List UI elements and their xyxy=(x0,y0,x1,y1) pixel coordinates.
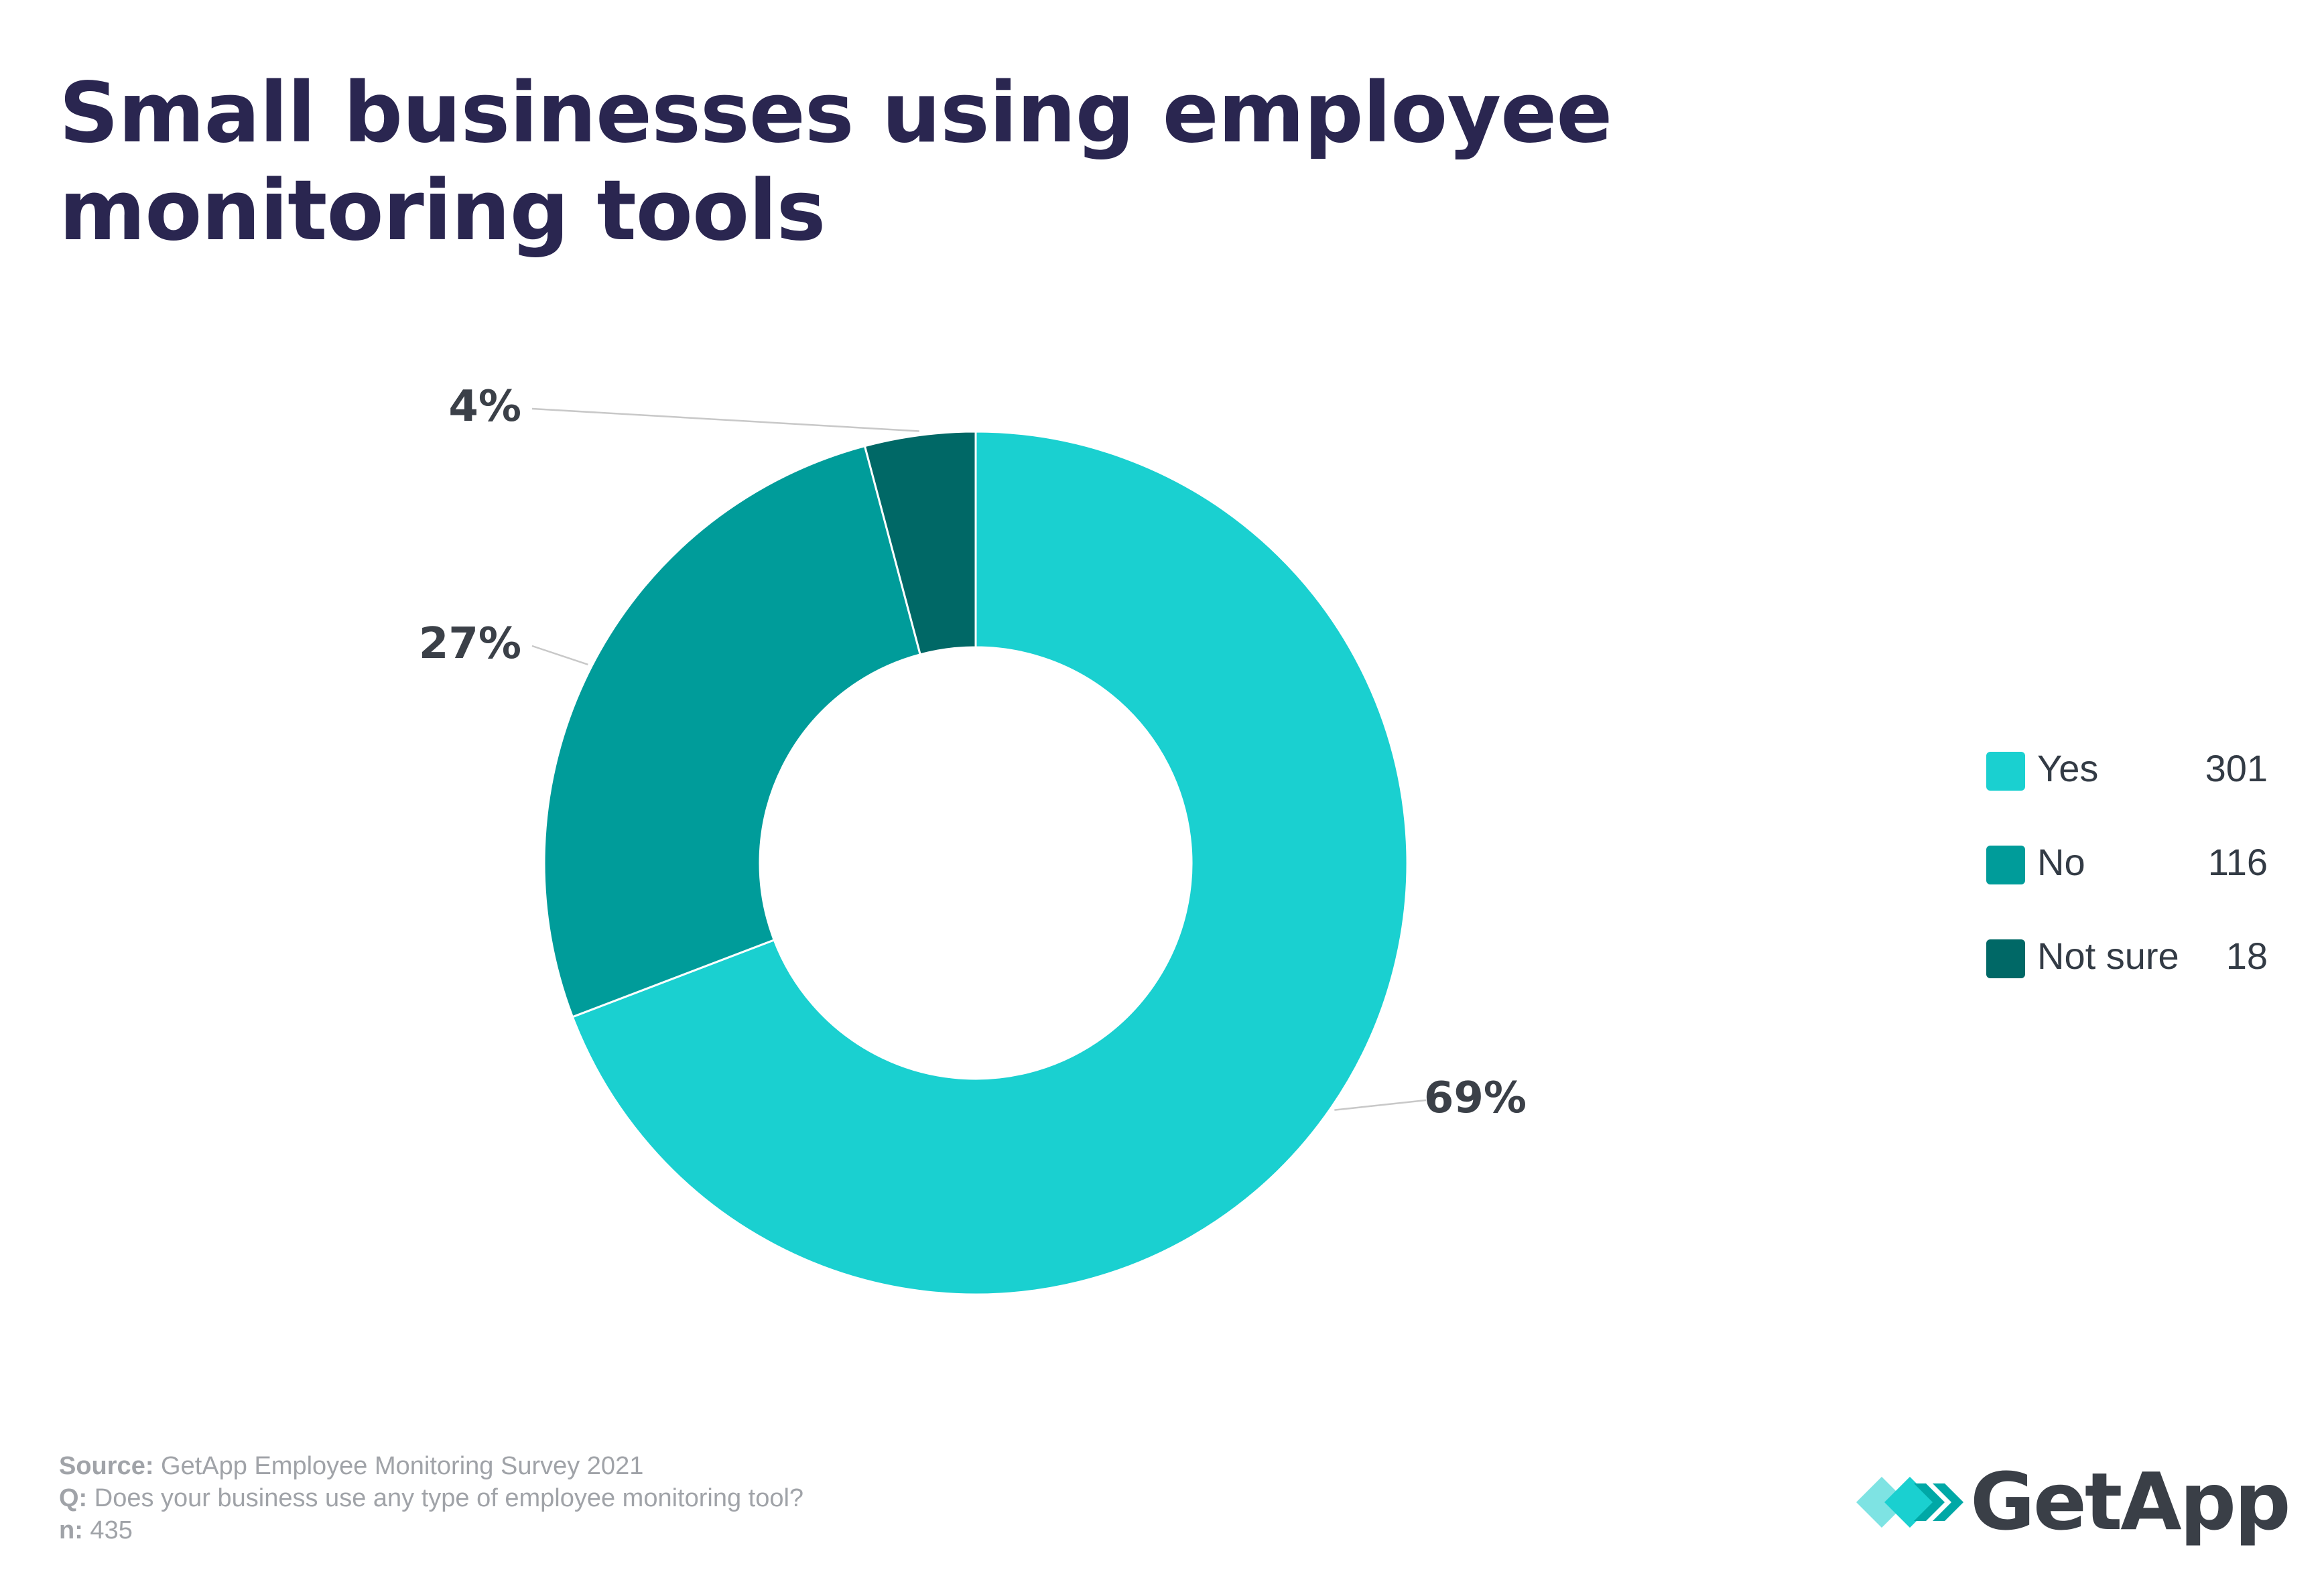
footer-sample-size: n: 435 xyxy=(59,1514,803,1546)
legend-label-not-sure: Not sure xyxy=(2037,935,2179,977)
chart-title-line-2: monitoring tools xyxy=(59,163,826,259)
legend-value-yes: 301 xyxy=(2205,747,2268,789)
data-label-yes: 69% xyxy=(1424,1073,1527,1123)
footer-source-key: Source: xyxy=(59,1452,154,1480)
leader-line-not-sure xyxy=(531,407,919,432)
legend-swatch-yes xyxy=(1986,752,2025,791)
data-label-not-sure: 4% xyxy=(448,382,521,432)
legend-item-not-sure: Not sure 18 xyxy=(1986,927,2268,1021)
getapp-logo-icon xyxy=(1856,1477,1963,1528)
leader-line-yes xyxy=(1334,1099,1427,1111)
legend-value-no: 116 xyxy=(2207,841,2268,883)
footer-source: Source: GetApp Employee Monitoring Surve… xyxy=(59,1450,803,1482)
legend-swatch-not-sure xyxy=(1986,939,2025,978)
footer-source-text: GetApp Employee Monitoring Survey 2021 xyxy=(153,1452,644,1480)
footer-question-text: Does your business use any type of emplo… xyxy=(87,1484,804,1512)
footer-question: Q: Does your business use any type of em… xyxy=(59,1482,803,1514)
legend-swatch-no xyxy=(1986,846,2025,884)
data-label-no: 27% xyxy=(419,619,521,669)
footer-n-key: n: xyxy=(59,1516,83,1544)
slice-not-sure xyxy=(863,430,977,656)
legend-label-yes: Yes xyxy=(2037,747,2099,789)
legend-item-no: No 116 xyxy=(1986,834,2268,927)
slice-yes xyxy=(571,430,1409,1296)
getapp-logo: GetApp xyxy=(1850,1455,2291,1549)
footer-question-key: Q: xyxy=(59,1484,88,1512)
leader-line-no xyxy=(531,645,588,666)
chart-footer: Source: GetApp Employee Monitoring Surve… xyxy=(59,1450,803,1546)
legend-value-not-sure: 18 xyxy=(2225,935,2268,977)
legend-item-yes: Yes 301 xyxy=(1986,740,2268,834)
footer-n-text: 435 xyxy=(82,1516,133,1544)
chart-title: Small businesses using employee monitori… xyxy=(59,64,1801,260)
getapp-logo-text: GetApp xyxy=(1970,1455,2291,1548)
slice-no xyxy=(543,444,922,1018)
chart-legend: Yes 301 No 116 Not sure 18 xyxy=(1986,740,2268,1021)
legend-label-no: No xyxy=(2037,841,2085,883)
chart-title-line-1: Small businesses using employee xyxy=(59,65,1612,161)
